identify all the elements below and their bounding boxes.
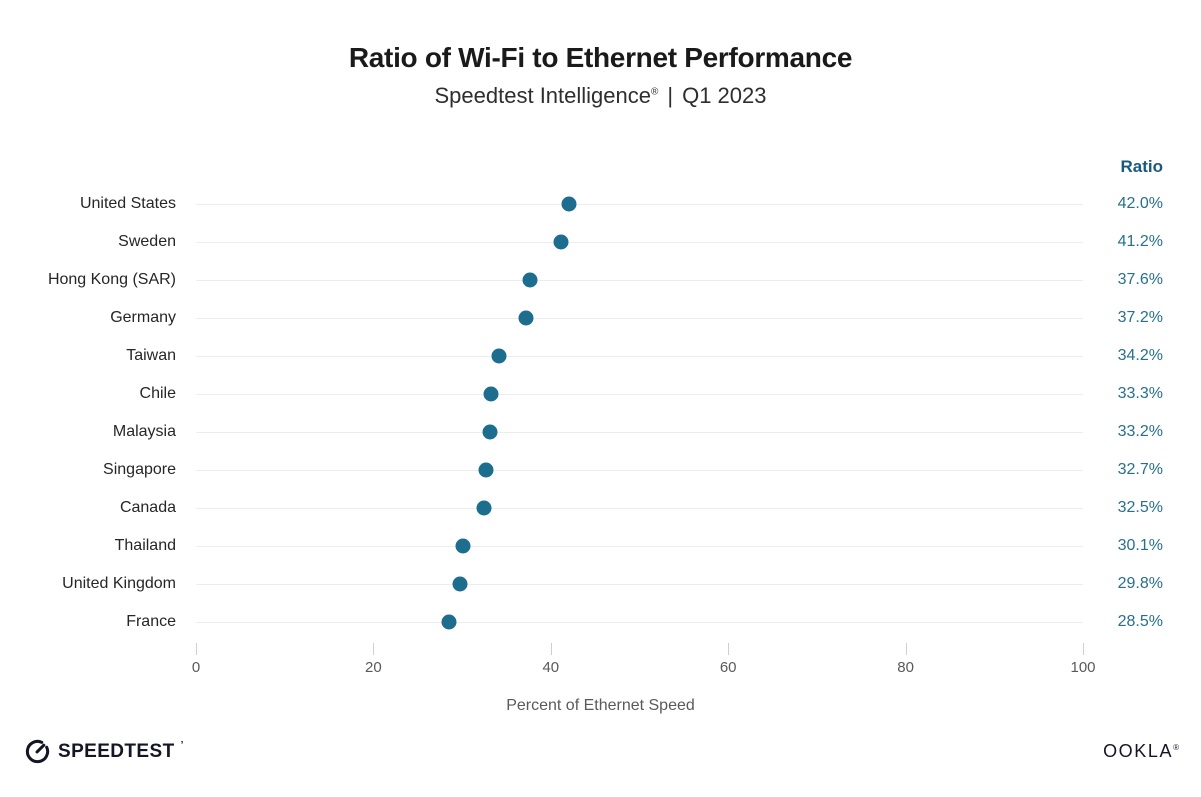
data-row: United States 42.0% [0, 185, 1201, 223]
country-label: United States [79, 195, 176, 212]
gridline [196, 413, 1083, 451]
gridline [196, 185, 1083, 223]
country-label: Malaysia [112, 423, 176, 440]
data-point [476, 500, 492, 516]
x-tick-label: 100 [1070, 659, 1096, 676]
ookla-wordmark: OOKLA [1103, 741, 1174, 761]
x-tick-mark [905, 643, 907, 655]
data-point [441, 614, 457, 630]
x-tick-mark [196, 643, 197, 655]
subtitle-brand: Speedtest Intelligence [434, 83, 652, 108]
ratio-column-header: Ratio [1120, 157, 1164, 176]
subtitle-separator: | [667, 83, 674, 108]
data-point [553, 234, 569, 250]
gridline [196, 565, 1083, 603]
data-row: Singapore 32.7% [0, 451, 1201, 489]
data-row: Chile 33.3% [0, 375, 1201, 413]
gridline [196, 375, 1083, 413]
data-row: Germany 37.2% [0, 299, 1201, 337]
speedtest-logo: SPEEDTEST ’ [24, 738, 184, 765]
data-point [491, 348, 507, 364]
ratio-value: 30.1% [1117, 537, 1163, 554]
data-row: United Kingdom 29.8% [0, 565, 1201, 603]
x-tick-mark [373, 643, 375, 655]
x-tick-label: 20 [365, 659, 382, 676]
gridline [196, 337, 1083, 375]
gridline [196, 223, 1083, 261]
country-label: Sweden [118, 233, 176, 250]
ratio-value: 37.2% [1117, 309, 1163, 326]
subtitle-period: Q1 2023 [682, 83, 767, 108]
country-label: Chile [139, 385, 176, 402]
ratio-value: 32.5% [1117, 499, 1163, 516]
data-row: Canada 32.5% [0, 489, 1201, 527]
data-point [483, 386, 499, 402]
x-tick-label: 80 [897, 659, 914, 676]
gridline [196, 527, 1083, 565]
country-label: Singapore [103, 461, 176, 478]
x-axis-title: Percent of Ethernet Speed [506, 697, 695, 714]
country-label: Hong Kong (SAR) [47, 271, 176, 288]
ratio-value: 37.6% [1117, 271, 1163, 288]
x-tick-label: 60 [719, 659, 737, 676]
country-label: Thailand [114, 537, 176, 554]
data-row: Hong Kong (SAR) 37.6% [0, 261, 1201, 299]
data-point [522, 272, 537, 288]
speedtest-trademark-tick: ’ [180, 740, 184, 751]
gridline [196, 299, 1083, 337]
country-label: Taiwan [126, 347, 176, 364]
gridline [196, 451, 1083, 489]
ratio-value: 34.2% [1117, 347, 1163, 364]
data-point [482, 424, 498, 440]
data-point [518, 310, 534, 326]
x-tick-mark [728, 643, 730, 655]
data-point [478, 462, 494, 478]
country-label: Germany [110, 309, 176, 326]
data-row: Sweden 41.2% [0, 223, 1201, 261]
data-row: Thailand 30.1% [0, 527, 1201, 565]
ratio-value: 33.3% [1117, 385, 1163, 402]
gridline [196, 603, 1083, 641]
data-row: Taiwan 34.2% [0, 337, 1201, 375]
x-tick-mark [1083, 643, 1084, 655]
chart-title: Ratio of Wi-Fi to Ethernet Performance [348, 42, 853, 73]
speedtest-gauge-icon [24, 738, 51, 765]
x-tick-mark [550, 643, 552, 655]
data-point [455, 538, 471, 554]
gridline [196, 489, 1083, 527]
ratio-value: 41.2% [1117, 233, 1163, 250]
speedtest-wordmark: SPEEDTEST [58, 740, 175, 762]
ratio-value: 29.8% [1117, 575, 1163, 592]
ratio-value: 33.2% [1117, 423, 1163, 440]
ratio-value: 42.0% [1117, 195, 1163, 212]
chart-subtitle: Speedtest Intelligence® | Q1 2023 [0, 83, 1201, 109]
registered-mark: ® [651, 86, 659, 98]
country-label: Canada [119, 499, 176, 516]
x-tick-label: 40 [542, 659, 560, 676]
x-tick-label: 0 [191, 659, 201, 676]
country-label: France [126, 613, 176, 630]
data-point [561, 196, 577, 212]
data-point [452, 576, 468, 592]
plot-area: United States 42.0% Sweden 41.2% Hong Ko… [0, 185, 1201, 641]
data-row: Malaysia 33.2% [0, 413, 1201, 451]
ookla-logo: OOKLA® [1103, 741, 1179, 762]
ratio-value: 28.5% [1117, 613, 1163, 630]
country-label: United Kingdom [62, 575, 176, 592]
gridline [196, 261, 1083, 299]
ookla-registered-mark: ® [1173, 743, 1179, 752]
data-row: France 28.5% [0, 603, 1201, 641]
x-axis: 0 20 40 60 80 100 [192, 643, 1096, 688]
ratio-value: 32.7% [1117, 461, 1163, 478]
